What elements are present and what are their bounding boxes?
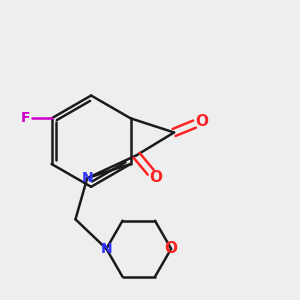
Text: F: F	[20, 111, 30, 125]
Text: O: O	[149, 170, 162, 185]
Text: N: N	[81, 171, 93, 185]
Text: O: O	[195, 114, 208, 129]
Text: O: O	[165, 241, 178, 256]
Text: N: N	[100, 242, 112, 256]
